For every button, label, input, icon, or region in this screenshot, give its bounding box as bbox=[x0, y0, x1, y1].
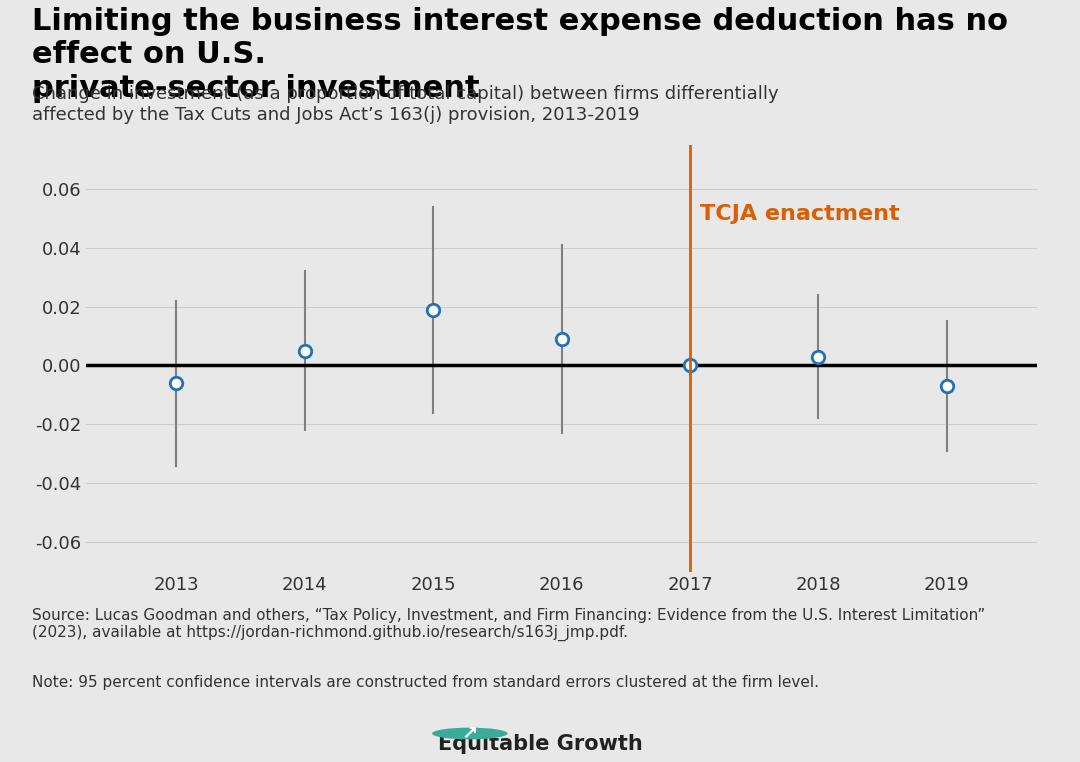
Text: Source: Lucas Goodman and others, “Tax Policy, Investment, and Firm Financing: E: Source: Lucas Goodman and others, “Tax P… bbox=[32, 608, 986, 642]
Text: Limiting the business interest expense deduction has no effect on U.S.
private-s: Limiting the business interest expense d… bbox=[32, 7, 1009, 103]
Circle shape bbox=[432, 728, 508, 739]
Text: ↗: ↗ bbox=[461, 724, 478, 743]
Text: TCJA enactment: TCJA enactment bbox=[700, 203, 900, 223]
Text: Equitable Growth: Equitable Growth bbox=[437, 734, 643, 754]
Text: Note: 95 percent confidence intervals are constructed from standard errors clust: Note: 95 percent confidence intervals ar… bbox=[32, 675, 820, 690]
Text: Change in investment (as a proportion of total capital) between firms differenti: Change in investment (as a proportion of… bbox=[32, 85, 779, 124]
